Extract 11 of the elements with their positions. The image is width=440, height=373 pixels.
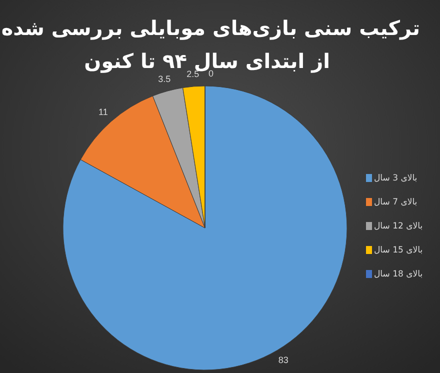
data-label: 11	[98, 106, 108, 117]
text: 0	[208, 68, 214, 78]
legend-label: بالای 15 سال	[374, 245, 423, 256]
pie-slice	[62, 86, 348, 370]
data-label: 83	[278, 354, 288, 365]
data-label: 3.5	[158, 74, 171, 84]
legend-label: بالای 12 سال	[374, 221, 423, 232]
legend-label: بالای 18 سال	[374, 269, 423, 280]
slice-label: بالای 3 سال	[374, 173, 418, 184]
chart-title: ترکیب سنی بازی‌های موبایلی بررسی شده	[1, 16, 420, 40]
legend-label: بالای 7 سال	[374, 197, 418, 208]
